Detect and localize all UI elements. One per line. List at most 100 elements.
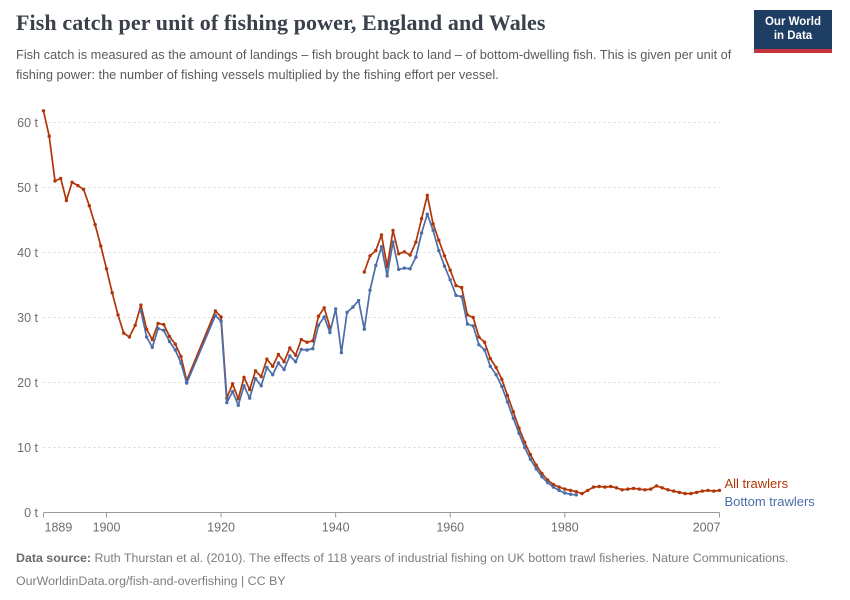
bottom-trawlers-point [293,360,298,364]
bottom-trawlers-point [150,345,154,350]
all-trawlers-point [712,489,716,493]
all-trawlers-point [162,322,166,327]
all-trawlers-point [471,315,475,320]
all-trawlers-point [99,244,103,248]
all-trawlers-point [122,331,126,335]
x-axis-labels: 1889 1900 1920 1940 1960 1980 2007 [45,521,721,535]
all-trawlers-point [64,198,69,203]
all-trawlers-point [488,356,492,361]
bottom-trawlers-point [374,263,378,268]
legend-label-bottom-trawlers[interactable]: Bottom trawlers [725,494,816,509]
bottom-trawlers-point [551,485,556,489]
bottom-trawlers-point [316,323,321,327]
bottom-trawlers-point [339,350,344,355]
all-trawlers-point [511,410,515,414]
all-trawlers-point [591,485,596,489]
owid-logo[interactable]: Our World in Data [754,10,832,53]
bottom-trawlers-point [288,354,292,358]
series-bottom-trawlers[interactable] [139,212,578,497]
chart-footer: Data source: Ruth Thurstan et al. (2010)… [16,547,789,592]
bottom-trawlers-point [253,376,258,381]
all-trawlers-point [299,337,303,342]
all-trawlers-point [660,486,664,490]
all-trawlers-point [637,487,641,491]
bottom-trawlers-point [334,307,338,311]
bottom-trawlers-point [528,457,533,461]
bottom-trawlers-point [230,389,235,394]
bottom-trawlers-point [545,480,550,485]
all-trawlers-point [568,488,573,493]
bottom-trawlers-point [523,445,527,450]
bottom-trawlers-point [408,267,412,271]
data-source-label: Data source: [16,551,92,566]
bottom-trawlers-point [488,364,492,368]
x-axis [43,512,720,518]
all-trawlers-point [248,387,252,392]
bottom-trawlers-point [517,431,521,435]
all-trawlers-point [494,365,498,370]
series-all-trawlers[interactable] [41,109,722,496]
all-trawlers-point [70,180,74,184]
bottom-trawlers-point [276,361,281,365]
bottom-trawlers-point [477,343,481,347]
all-trawlers-line[interactable] [42,109,331,400]
all-trawlers-point [374,248,378,253]
all-trawlers-point [391,228,395,233]
all-trawlers-point [288,346,292,350]
all-trawlers-point [322,306,326,310]
bottom-trawlers-point [425,212,429,216]
x-tick-label: 1900 [93,521,121,535]
bottom-trawlers-point [299,347,303,352]
all-trawlers-point [654,484,659,488]
all-trawlers-point [442,254,447,258]
bottom-trawlers-point [242,384,246,388]
bottom-trawlers-line[interactable] [140,213,578,496]
page-title: Fish catch per unit of fishing power, En… [16,10,546,35]
all-trawlers-point [242,375,246,379]
bottom-trawlers-point [437,248,441,253]
all-trawlers-line[interactable] [363,194,721,495]
bottom-trawlers-point [248,396,252,400]
all-trawlers-point [305,340,309,344]
chart-header: Fish catch per unit of fishing power, En… [16,10,834,85]
y-tick-label: 60 t [17,116,38,130]
license-line[interactable]: OurWorldinData.org/fish-and-overfishing … [16,573,286,588]
all-trawlers-point [230,382,235,386]
all-trawlers-point [465,313,470,317]
x-tick-label: 1889 [45,521,73,535]
bottom-trawlers-point [494,373,498,377]
all-trawlers-point [500,377,504,381]
bottom-trawlers-point [574,493,578,497]
bottom-trawlers-point [305,348,309,352]
all-trawlers-point [282,360,286,364]
all-trawlers-point [173,342,177,346]
bottom-trawlers-point [173,348,177,352]
all-trawlers-point [700,489,704,493]
bottom-trawlers-point [139,309,143,313]
bottom-trawlers-point [259,384,263,388]
all-trawlers-point [293,353,298,357]
all-trawlers-point [253,369,258,373]
all-trawlers-point [603,485,607,489]
all-trawlers-point [408,253,412,257]
bottom-trawlers-point [179,361,183,365]
all-trawlers-point [717,488,722,493]
bottom-trawlers-point [419,231,424,235]
y-tick-label: 20 t [17,376,38,390]
bottom-trawlers-point [362,327,366,331]
all-trawlers-point [271,364,275,368]
legend-label-all-trawlers[interactable]: All trawlers [725,476,789,491]
bottom-trawlers-point [534,467,538,471]
bottom-trawlers-point [144,335,149,339]
all-trawlers-point [694,490,699,495]
owid-logo-line1: Our World [764,16,821,28]
all-trawlers-point [167,334,172,339]
all-trawlers-point [53,179,57,183]
bottom-trawlers-point [397,267,401,272]
bottom-trawlers-point [465,322,470,326]
all-trawlers-point [677,490,682,495]
all-trawlers-point [81,187,86,192]
all-trawlers-point [179,354,183,359]
